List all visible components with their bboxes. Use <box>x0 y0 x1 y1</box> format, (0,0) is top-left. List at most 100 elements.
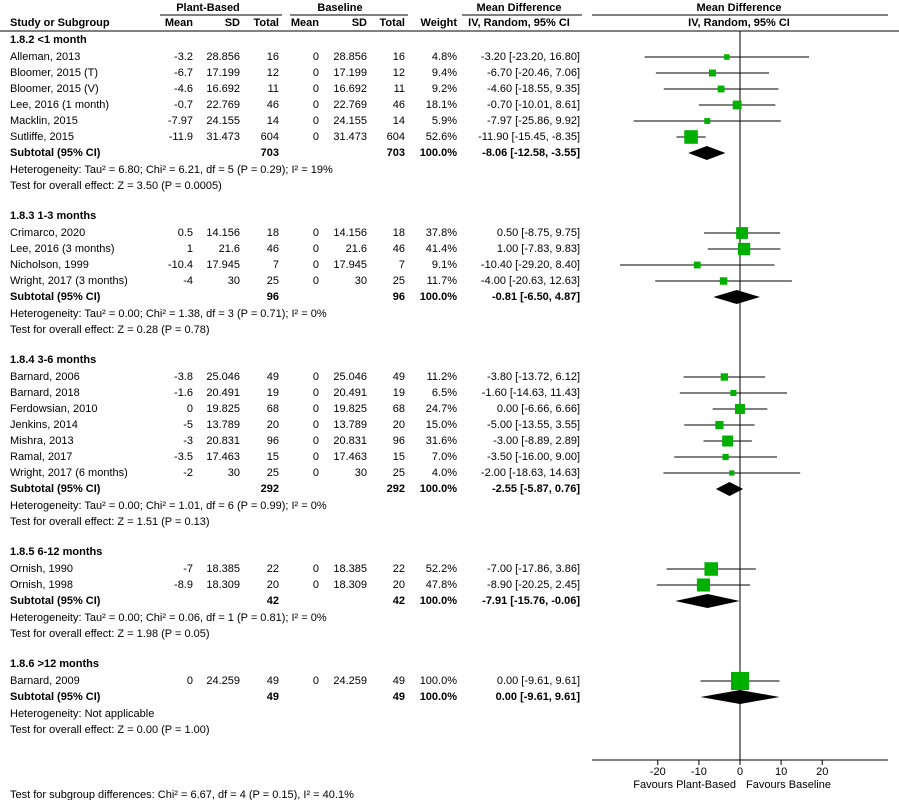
cell: 49 <box>267 371 279 383</box>
study-name: Ornish, 1998 <box>10 579 73 591</box>
study-name: Ferdowsian, 2010 <box>10 403 97 415</box>
cell: -7.97 <box>168 115 193 127</box>
cell: 0 <box>313 371 319 383</box>
subtotal-label: Subtotal (95% CI) <box>10 291 101 303</box>
cell: 96 <box>267 291 279 303</box>
column-header: Mean <box>165 17 193 29</box>
study-name: Bloomer, 2015 (T) <box>10 67 98 79</box>
summary-diamond <box>675 594 740 608</box>
effect-square <box>693 261 701 269</box>
cell: 49 <box>393 371 405 383</box>
column-header: Total <box>380 17 405 29</box>
subgroup-title: 1.8.3 1-3 months <box>10 210 96 222</box>
column-header: SD <box>225 17 240 29</box>
study-name: Ornish, 1990 <box>10 563 73 575</box>
cell: 0.00 [-6.66, 6.66] <box>497 403 580 415</box>
cell: 0 <box>313 227 319 239</box>
cell: 30 <box>355 467 367 479</box>
effect-square <box>704 562 719 576</box>
summary-diamond <box>700 690 780 704</box>
cell: 0 <box>313 435 319 447</box>
cell: 46 <box>393 99 405 111</box>
cell: -6.70 [-20.46, 7.06] <box>487 67 580 79</box>
subtotal-label: Subtotal (95% CI) <box>10 691 101 703</box>
cell: 17.945 <box>333 259 367 271</box>
cell: 18.309 <box>333 579 367 591</box>
cell: 16.692 <box>333 83 367 95</box>
cell: 0 <box>313 131 319 143</box>
cell: 25 <box>393 275 405 287</box>
cell: 17.199 <box>333 67 367 79</box>
cell: -10.40 [-29.20, 8.40] <box>481 259 580 271</box>
cell: 0 <box>313 579 319 591</box>
cell: 5.9% <box>432 115 457 127</box>
cell: 0 <box>313 67 319 79</box>
effect-square <box>735 404 745 414</box>
subgroup-title: 1.8.6 >12 months <box>10 658 99 670</box>
effect-square <box>730 389 737 397</box>
cell: 19 <box>267 387 279 399</box>
cell: 0 <box>313 83 319 95</box>
cell: 7 <box>399 259 405 271</box>
cell: 0 <box>313 99 319 111</box>
cell: 14 <box>267 115 279 127</box>
cell: 49 <box>267 691 279 703</box>
heterogeneity: Heterogeneity: Tau² = 0.00; Chi² = 1.01,… <box>10 500 327 512</box>
cell: 96 <box>393 291 405 303</box>
effect-square <box>717 85 725 93</box>
cell: 42 <box>267 595 279 607</box>
cell: 13.789 <box>206 419 240 431</box>
cell: 16 <box>267 51 279 63</box>
cell: 7.0% <box>432 451 457 463</box>
overall-effect: Test for overall effect: Z = 1.98 (P = 0… <box>10 628 210 640</box>
study-name: Sutliffe, 2015 <box>10 131 74 143</box>
cell: 100.0% <box>420 291 458 303</box>
cell: -7 <box>183 563 193 575</box>
cell: -0.7 <box>174 99 193 111</box>
cell: 47.8% <box>426 579 457 591</box>
cell: -7.97 [-25.86, 9.92] <box>487 115 580 127</box>
cell: 11.2% <box>427 371 458 383</box>
cell: 12 <box>393 67 405 79</box>
heterogeneity: Heterogeneity: Tau² = 6.80; Chi² = 6.21,… <box>10 164 333 176</box>
cell: 31.6% <box>426 435 457 447</box>
cell: -11.9 <box>169 131 193 143</box>
cell: 31.473 <box>206 131 240 143</box>
cell: 20.831 <box>333 435 367 447</box>
cell: 14.156 <box>333 227 367 239</box>
cell: 100.0% <box>420 675 458 687</box>
cell: 13.789 <box>333 419 367 431</box>
x-tick-label: 0 <box>737 766 743 778</box>
cell: 100.0% <box>420 595 458 607</box>
x-tick-label: -20 <box>650 766 666 778</box>
cell: 0.50 [-8.75, 9.75] <box>497 227 580 239</box>
cell: 17.463 <box>333 451 367 463</box>
heterogeneity: Heterogeneity: Tau² = 0.00; Chi² = 0.06,… <box>10 612 327 624</box>
cell: -3.80 [-13.72, 6.12] <box>487 371 580 383</box>
cell: 46 <box>267 99 279 111</box>
cell: -4.00 [-20.63, 12.63] <box>481 275 580 287</box>
cell: 46 <box>393 243 405 255</box>
cell: 100.0% <box>420 483 458 495</box>
cell: -4 <box>183 275 193 287</box>
effect-square <box>724 54 730 60</box>
summary-diamond <box>688 146 726 160</box>
effect-square <box>709 69 716 77</box>
study-name: Ramal, 2017 <box>10 451 72 463</box>
cell: -5 <box>183 419 193 431</box>
cell: 20.491 <box>333 387 367 399</box>
cell: 0 <box>313 451 319 463</box>
cell: 24.155 <box>206 115 240 127</box>
cell: 604 <box>261 131 279 143</box>
effect-square <box>719 277 728 285</box>
cell: 11 <box>394 83 405 95</box>
cell: 25 <box>267 467 279 479</box>
cell: 24.259 <box>333 675 367 687</box>
cell: 24.155 <box>333 115 367 127</box>
study-name: Nicholson, 1999 <box>10 259 89 271</box>
cell: 28.856 <box>333 51 367 63</box>
cell: 18 <box>267 227 279 239</box>
cell: 96 <box>393 435 405 447</box>
cell: 0 <box>313 563 319 575</box>
cell: 21.6 <box>346 243 367 255</box>
